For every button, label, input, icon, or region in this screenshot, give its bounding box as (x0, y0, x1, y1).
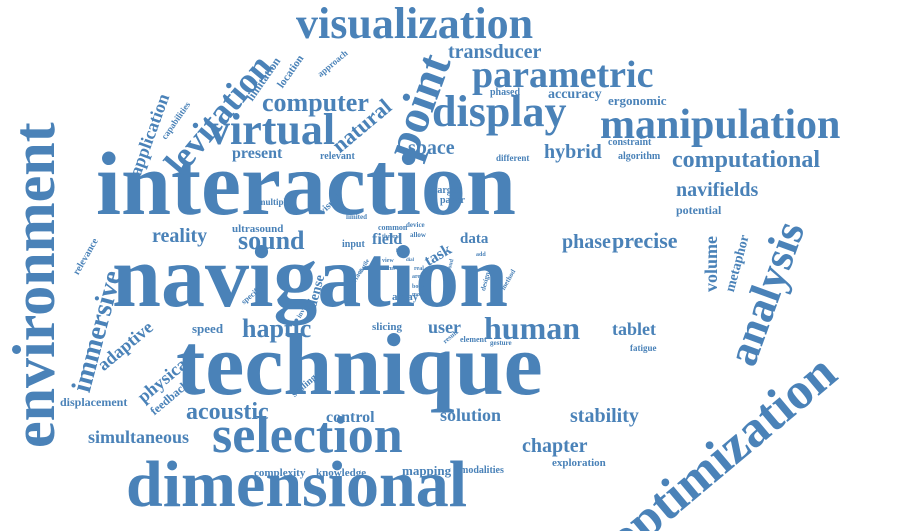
word-computer: computer (262, 88, 369, 117)
word-hybrid: hybrid (544, 141, 602, 163)
word-target: target (434, 185, 460, 196)
word-approach: approach (315, 47, 350, 79)
word-reality: reality (152, 225, 208, 247)
word-slicing: slicing (372, 321, 402, 333)
word-array: array (392, 291, 419, 303)
word-chapter: chapter (522, 435, 588, 457)
word-area: area (412, 274, 424, 280)
word-gesture: gesture (490, 339, 512, 347)
word-constraint: constraint (608, 137, 652, 148)
word-computational: computational (672, 147, 821, 173)
word-phase: phase (562, 231, 611, 253)
word-paper: paper (440, 195, 465, 206)
word-interaction: interaction (96, 135, 516, 234)
word-manipulation: manipulation (600, 102, 841, 148)
word-visualization: visualization (296, 0, 534, 48)
word-data: data (460, 231, 489, 247)
word-allow: allow (410, 231, 426, 239)
word-human: human (484, 310, 581, 346)
word-mapping: mapping (402, 463, 452, 478)
word-relevant: relevant (320, 151, 355, 162)
word-focus: focus (382, 266, 396, 272)
word-selection: selection (212, 407, 403, 464)
word-navigation: navigation (112, 229, 509, 326)
word-location: location (275, 52, 307, 91)
word-acoustic: acoustic (186, 399, 269, 425)
word-real: real (414, 266, 424, 272)
word-immersive: immersive (66, 267, 129, 396)
word-analysis: analysis (717, 214, 815, 372)
word-potential: potential (676, 203, 722, 217)
word-add: add (476, 252, 486, 258)
word-control: control (326, 409, 375, 426)
word-complexity: complexity (254, 467, 306, 479)
word-ergonomic: ergonomic (608, 93, 667, 108)
word-input: input (342, 239, 365, 250)
word-dimensional: dimensional (126, 448, 468, 521)
word-accuracy: accuracy (548, 87, 602, 102)
word-user: user (428, 317, 461, 337)
word-common: common (378, 223, 408, 232)
word-haptic: haptic (242, 314, 312, 343)
word-pen: pen (396, 248, 404, 253)
word-exploration: exploration (552, 457, 606, 469)
word-algorithm: algorithm (618, 151, 661, 162)
word-view: view (382, 258, 394, 264)
word-navifields: navifields (676, 179, 759, 201)
word-present: present (232, 145, 283, 162)
word-virtual: virtual (208, 105, 336, 154)
word-sound: sound (238, 226, 305, 255)
word-element: element (460, 335, 487, 344)
word-multiple: multiple (258, 197, 291, 207)
word-environment: environment (1, 122, 67, 448)
word-dial: dial (406, 258, 415, 263)
word-parametric: parametric (472, 54, 654, 96)
word-phased: phased (490, 87, 521, 98)
word-speed: speed (192, 321, 224, 336)
word-more: more (412, 292, 426, 298)
word-body: body (412, 284, 425, 290)
word-displacement: displacement (60, 395, 128, 409)
word-field: field (372, 231, 403, 248)
word-stability: stability (570, 405, 639, 427)
word-limited: limited (346, 213, 367, 221)
word-display: display (432, 87, 567, 136)
word-fatigue: fatigue (630, 343, 657, 353)
word-knowledge: knowledge (316, 467, 367, 479)
word-modalities: modalities (460, 465, 504, 476)
word-different: different (496, 153, 530, 163)
word-tablet: tablet (612, 319, 656, 339)
word-simultaneous: simultaneous (88, 427, 190, 447)
word-precise: precise (612, 228, 678, 253)
word-device: device (406, 221, 425, 229)
word-transducer: transducer (448, 41, 542, 63)
word-volume: volume (701, 236, 721, 292)
word-optimization: optimization (596, 343, 848, 531)
word-technique: technique (176, 317, 543, 414)
word-solution: solution (440, 405, 502, 425)
word-space: space (408, 137, 455, 159)
word-ultrasound: ultrasound (232, 223, 284, 235)
word-theory: theory (382, 234, 399, 240)
